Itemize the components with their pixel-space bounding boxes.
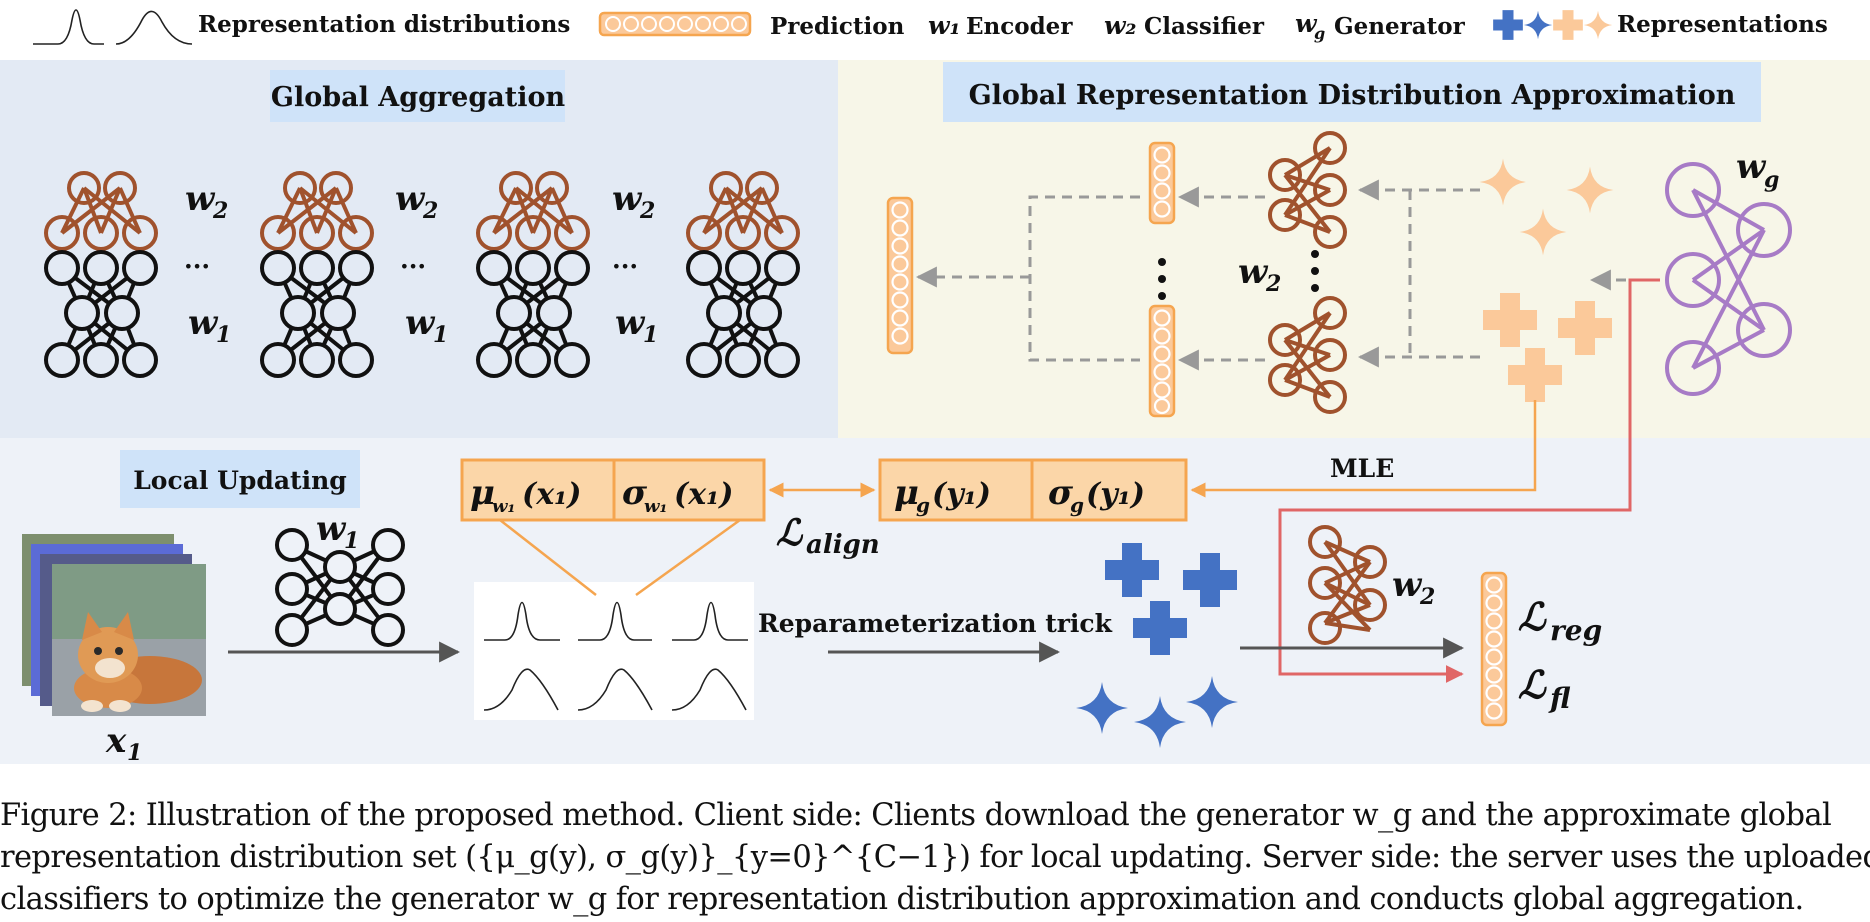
label-w1: w [316,509,347,549]
ellipsis: ··· [400,252,426,281]
label-wg: w [1736,147,1767,187]
legend-peach-cross-icon [1553,10,1583,40]
caption-line: classifiers to optimize the generator w_… [0,882,1804,917]
legend-peach-star-icon [1583,10,1613,40]
representation-distributions-box [474,582,754,720]
legend-peak-sharp-icon [33,9,104,45]
legend-blue-cross-icon [1493,10,1523,40]
loss-fl: ℒ [1518,662,1547,707]
global-stats-box: μ g (y₁) σ g (y₁) [878,458,1188,522]
ellipsis: ··· [184,252,210,281]
local-classifier-network [1308,525,1387,645]
svg-text:(x₁): (x₁) [674,477,733,512]
local-updating-title: Local Updating [133,466,347,495]
label-w1: w [188,303,219,343]
label-w2: w [395,179,426,219]
legend-blue-star-icon [1523,10,1553,40]
orange-connectors [499,400,1537,597]
ellipsis: ··· [612,252,638,281]
svg-text:(x₁): (x₁) [522,477,581,512]
legend: Representation distributions Prediction … [33,9,1828,45]
legend-classifier-label: Classifier [1144,13,1265,40]
svg-text:g: g [916,493,930,517]
loss-reg: ℒ [1518,594,1547,639]
gray-dashed-flow [915,179,1660,371]
sigma-g: σ [1048,473,1074,513]
label-w2: w [1392,565,1423,605]
legend-encoder-label: Encoder [966,13,1073,40]
svg-text:1: 1 [127,740,142,766]
mu-g: μ [894,473,919,513]
legend-classifier-symbol: w₂ [1104,11,1137,40]
svg-text:w₁: w₁ [492,496,515,517]
label-w2: w [185,179,216,219]
client-network [44,171,158,378]
label-w1: w [615,303,646,343]
mu-w1: μ [470,473,495,513]
global-aggregation-title: Global Aggregation [271,82,566,113]
sigma-w1: σ [622,473,648,513]
svg-text:2: 2 [422,198,438,224]
svg-text:reg: reg [1550,614,1602,647]
loss-align: ℒ [776,512,804,554]
label-w2: w [1238,252,1269,292]
reparameterization-label: Reparameterization trick [758,609,1113,638]
mle-label: MLE [1330,454,1394,483]
input-images [22,534,206,716]
svg-text:(y₁): (y₁) [932,477,991,512]
legend-distributions-label: Representation distributions [198,11,570,38]
method-diagram: Representation distributions Prediction … [0,9,1870,766]
svg-text:(y₁): (y₁) [1086,477,1145,512]
svg-text:g: g [1764,167,1779,193]
figure-caption: Figure 2: Illustration of the proposed m… [0,795,1870,921]
red-generator-path [1278,278,1660,683]
caption-line: Figure 2: Illustration of the proposed m… [0,798,1832,833]
aggregated-prediction-column [886,196,914,355]
svg-text:2: 2 [212,198,228,224]
classifier-network [1268,131,1347,249]
legend-prediction-label: Prediction [770,13,905,40]
legend-generator-subscript: g [1314,24,1325,43]
svg-text:2: 2 [639,198,655,224]
svg-text:w₁: w₁ [644,496,667,517]
svg-text:1: 1 [643,322,658,348]
svg-text:g: g [1070,493,1084,517]
local-stats-box: μ w₁ (x₁) σ w₁ (x₁) [460,458,766,522]
generator-network [1665,162,1792,396]
label-x1: x [105,721,127,761]
legend-peak-wide-icon [115,10,193,45]
svg-text:1: 1 [216,322,231,348]
svg-text:2: 2 [1265,271,1281,297]
svg-text:fl: fl [1548,682,1571,715]
legend-generator-label: Generator [1334,13,1466,40]
label-w1: w [405,303,436,343]
svg-text:1: 1 [433,322,448,348]
local-prediction-column [1480,571,1508,727]
legend-generator-symbol: w [1295,9,1318,38]
legend-encoder-symbol: w₁ [928,11,960,40]
caption-line: representation distribution set ({μ_g(y)… [0,840,1870,875]
global-approximation-title: Global Representation Distribution Appro… [969,80,1736,111]
local-encoder-network [275,528,405,647]
label-w2: w [612,179,643,219]
global-approximation-panel [838,60,1870,438]
svg-text:2: 2 [1419,584,1435,610]
svg-text:align: align [806,530,880,560]
client-prediction-column [1148,141,1176,418]
vertical-dots [1158,250,1319,300]
legend-representations-label: Representations [1617,11,1828,38]
aggregation-labels: w 2 w 2 w 2 ··· ··· ··· w 1 w 1 w 1 [184,179,658,348]
svg-text:1: 1 [344,528,359,554]
